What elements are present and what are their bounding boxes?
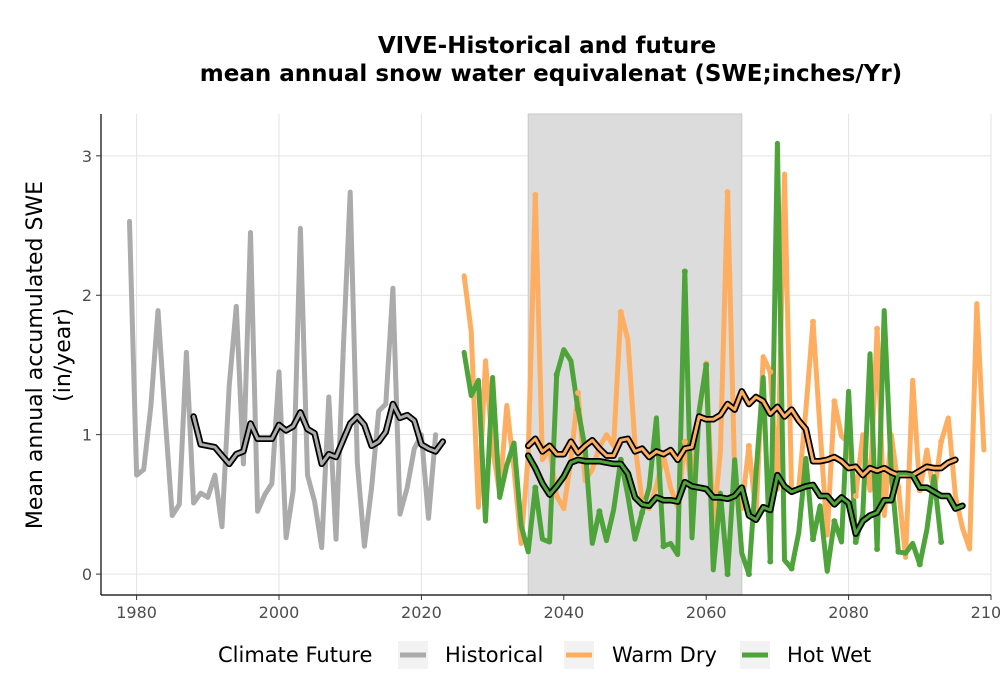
legend: Climate Future Historical Warm Dry Hot W… [218, 641, 871, 669]
data-point-hot-wet [596, 508, 603, 515]
data-point-hot-wet [852, 539, 859, 546]
series-line-hot-wet-smoothed [526, 454, 964, 536]
data-point-warm-dry [810, 318, 816, 325]
data-point-warm-dry [874, 325, 881, 332]
x-tick-label: 2040 [543, 603, 584, 622]
data-point-hot-wet [810, 536, 816, 543]
x-tick-label: 2020 [401, 603, 442, 622]
x-tick-label: 2060 [686, 603, 727, 622]
data-point-hot-wet [703, 361, 710, 368]
data-point-warm-dry [617, 308, 624, 315]
data-point-hot-wet [938, 539, 945, 546]
data-point-hot-wet [745, 571, 752, 578]
data-point-hot-wet [874, 545, 881, 552]
data-point-warm-dry [532, 191, 539, 198]
y-axis-label: Mean annual accumulated SWE [23, 181, 48, 529]
data-point-hot-wet [660, 543, 667, 550]
x-tick-label: 1980 [116, 603, 157, 622]
legend-label-warm-dry: Warm Dry [612, 643, 717, 667]
legend-label-hot-wet: Hot Wet [787, 643, 871, 667]
data-point-warm-dry [745, 442, 752, 449]
legend-item-warm-dry: Warm Dry [564, 641, 717, 669]
data-point-hot-wet [553, 371, 560, 378]
series-layer [127, 140, 987, 578]
y-tick-label: 3 [82, 147, 92, 166]
data-point-hot-wet [767, 558, 774, 565]
legend-label-historical: Historical [445, 643, 543, 667]
series-line-historical [127, 189, 439, 551]
data-point-hot-wet [681, 268, 688, 275]
data-point-hot-wet [639, 509, 646, 516]
data-point-warm-dry [831, 398, 838, 405]
data-point-warm-dry [767, 368, 774, 375]
data-point-hot-wet [916, 561, 923, 568]
data-point-hot-wet [532, 484, 539, 491]
series-line-warm-dry-smoothed [526, 389, 957, 477]
data-point-hot-wet [575, 406, 582, 413]
legend-item-historical: Historical [398, 641, 543, 669]
data-point-warm-dry [852, 493, 859, 500]
y-tick-label: 0 [82, 565, 92, 584]
data-point-warm-dry [724, 189, 731, 196]
data-point-warm-dry [681, 438, 688, 445]
series-line-historical-smoothed [192, 402, 445, 466]
data-point-warm-dry [938, 438, 945, 445]
data-point-warm-dry [575, 389, 582, 396]
data-point-hot-wet [788, 565, 795, 572]
legend-title: Climate Future [218, 643, 372, 667]
legend-item-hot-wet: Hot Wet [740, 641, 871, 669]
chart-subtitle: mean annual snow water equivalenat (SWE;… [200, 61, 902, 87]
x-tick-label: 2000 [259, 603, 300, 622]
data-point-hot-wet [831, 518, 838, 525]
y-tick-label: 1 [82, 426, 92, 445]
data-point-hot-wet [724, 571, 731, 578]
data-point-warm-dry [553, 493, 560, 500]
data-point-hot-wet [895, 548, 902, 555]
chart-title: VIVE-Historical and future [378, 33, 716, 59]
y-axis-label-units: (in/year) [51, 308, 76, 402]
y-tick-label: 2 [82, 286, 92, 305]
x-tick-label: 2080 [828, 603, 869, 622]
